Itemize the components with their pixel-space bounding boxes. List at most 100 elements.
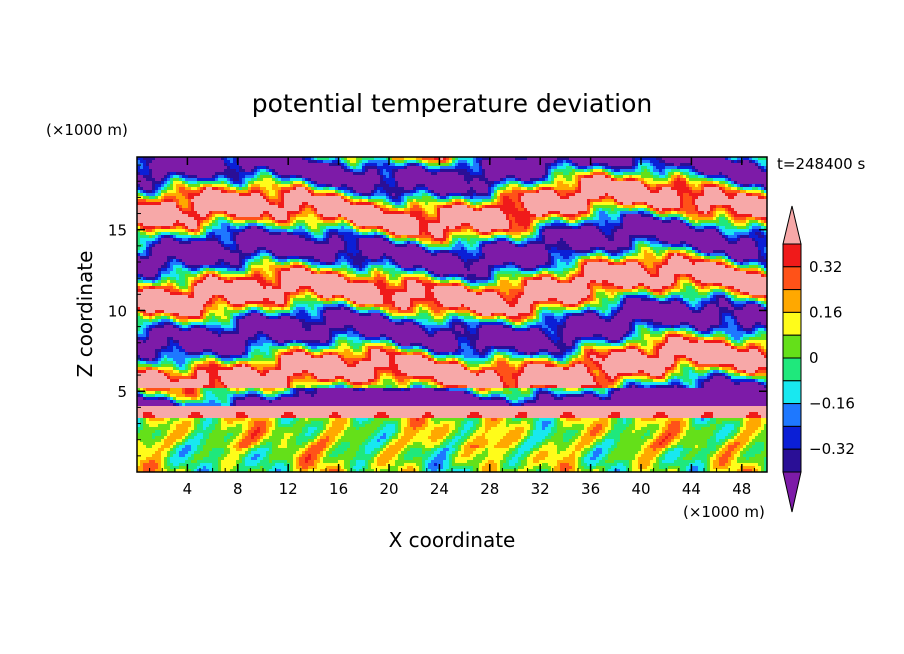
contour-cell bbox=[590, 211, 594, 215]
contour-cell bbox=[467, 238, 471, 242]
contour-cell bbox=[158, 241, 162, 245]
contour-cell bbox=[314, 235, 324, 239]
contour-cell bbox=[728, 373, 735, 377]
contour-cell bbox=[287, 301, 291, 305]
contour-cell bbox=[707, 376, 711, 380]
contour-cell bbox=[239, 166, 243, 170]
contour-cell bbox=[596, 211, 600, 215]
contour-cell bbox=[587, 310, 594, 314]
contour-cell bbox=[443, 313, 447, 317]
contour-cell bbox=[731, 289, 738, 293]
contour-cell bbox=[290, 304, 294, 308]
contour-cell bbox=[170, 271, 177, 275]
contour-cell bbox=[275, 262, 282, 266]
contour-cell bbox=[422, 328, 426, 332]
contour-cell bbox=[377, 268, 384, 272]
contour-cell bbox=[161, 202, 177, 206]
contour-cell bbox=[257, 172, 261, 176]
contour-cell bbox=[179, 289, 183, 293]
contour-cell bbox=[290, 226, 297, 230]
contour-cell bbox=[245, 340, 249, 344]
contour-cell bbox=[758, 253, 762, 257]
contour-cell bbox=[143, 328, 147, 332]
contour-cell bbox=[701, 187, 705, 191]
contour-cell bbox=[647, 181, 669, 185]
contour-cell bbox=[623, 343, 627, 347]
contour-cell bbox=[533, 277, 543, 281]
contour-cell bbox=[269, 265, 291, 269]
contour-cell bbox=[665, 175, 669, 179]
contour-cell bbox=[632, 325, 636, 329]
contour-cell bbox=[575, 163, 579, 167]
contour-cell bbox=[614, 316, 720, 320]
contour-cell bbox=[251, 271, 255, 275]
contour-cell bbox=[200, 352, 204, 356]
contour-cell bbox=[182, 292, 192, 296]
contour-cell bbox=[614, 175, 624, 179]
contour-cell bbox=[275, 271, 279, 275]
contour-cell bbox=[764, 196, 767, 200]
contour-cell bbox=[251, 226, 258, 230]
contour-cell bbox=[635, 157, 657, 161]
contour-cell bbox=[425, 169, 429, 173]
contour-cell bbox=[677, 175, 681, 179]
contour-cell bbox=[737, 346, 747, 350]
contour-cell bbox=[449, 235, 453, 239]
contour-cell bbox=[191, 289, 195, 293]
contour-cell bbox=[476, 247, 480, 251]
contour-cell bbox=[725, 316, 732, 320]
contour-cell bbox=[419, 304, 423, 308]
contour-cell bbox=[482, 202, 492, 206]
contour-cell bbox=[665, 373, 669, 377]
contour-cell bbox=[716, 211, 726, 215]
contour-cell bbox=[683, 220, 687, 224]
contour-cell bbox=[698, 253, 702, 257]
contour-cell bbox=[248, 259, 255, 263]
contour-cell bbox=[572, 340, 576, 344]
contour-cell bbox=[728, 322, 735, 326]
contour-cell bbox=[749, 337, 767, 341]
contour-cell bbox=[533, 301, 540, 305]
contour-cell bbox=[185, 358, 192, 362]
contour-cell bbox=[491, 235, 495, 239]
contour-cell bbox=[671, 295, 681, 299]
contour-cell bbox=[650, 214, 654, 218]
contour-cell bbox=[269, 250, 273, 254]
contour-cell bbox=[191, 199, 267, 203]
contour-cell bbox=[302, 343, 306, 347]
contour-cell bbox=[743, 328, 753, 332]
contour-cell bbox=[476, 280, 489, 284]
contour-cell bbox=[338, 223, 348, 227]
contour-cell bbox=[638, 178, 645, 182]
contour-cell bbox=[497, 187, 501, 191]
contour-cell bbox=[395, 283, 399, 287]
contour-cell bbox=[605, 313, 609, 317]
contour-cell bbox=[359, 238, 384, 242]
contour-cell bbox=[233, 184, 240, 188]
contour-cell bbox=[731, 187, 738, 191]
contour-cell bbox=[533, 220, 540, 224]
contour-cell bbox=[671, 289, 681, 293]
contour-cell bbox=[587, 205, 591, 209]
contour-cell bbox=[425, 232, 432, 236]
contour-cell bbox=[434, 355, 447, 359]
contour-cell bbox=[137, 340, 144, 344]
contour-cell bbox=[140, 160, 147, 164]
contour-cell bbox=[395, 349, 399, 353]
contour-cell bbox=[290, 301, 294, 305]
contour-cell bbox=[506, 319, 510, 323]
contour-cell bbox=[161, 346, 168, 350]
contour-cell bbox=[200, 268, 204, 272]
contour-cell bbox=[137, 358, 141, 362]
contour-cell bbox=[392, 298, 411, 302]
contour-cell bbox=[731, 256, 759, 260]
contour-cell bbox=[491, 355, 495, 359]
contour-cell bbox=[410, 241, 417, 245]
contour-cell bbox=[260, 187, 267, 191]
contour-cell bbox=[395, 262, 399, 266]
contour-cell bbox=[257, 331, 264, 335]
contour-cell bbox=[395, 376, 414, 380]
contour-cell bbox=[509, 280, 522, 284]
contour-cell bbox=[305, 376, 312, 380]
contour-cell bbox=[137, 334, 147, 338]
